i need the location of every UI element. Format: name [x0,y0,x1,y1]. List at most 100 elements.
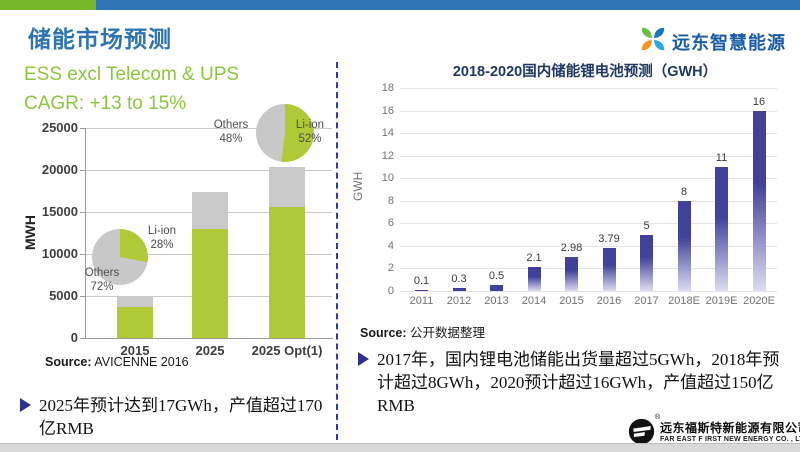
x-category-label: 2014 [521,295,547,307]
y-gridline [85,128,332,129]
y-gridline [400,155,777,157]
bar-value-label: 3.79 [598,233,620,246]
y-tick-label: 0 [70,330,78,345]
left-source-label: Source: [45,355,92,369]
brand-logo: 远东智慧能源 [638,24,786,59]
value-bar [640,234,653,291]
y-axis [85,128,86,339]
y-gridline [400,223,777,225]
y-tick-label: 8 [387,194,394,207]
bar-value-label: 5 [643,219,650,232]
value-bar [565,257,578,291]
company-name-en: FAR EAST F IRST NEW ENERGY CO. , LTD [660,436,800,443]
y-tick-label: 5000 [49,288,78,303]
value-bar [527,267,541,291]
footer-strip [0,443,800,452]
page-title: 储能市场预测 [28,26,172,52]
bar-value-label: 2.98 [560,242,583,255]
x-category-label: 2012 [446,295,472,307]
x-category-label: 2020E [743,295,775,307]
y-tick-label: 10 [381,172,394,185]
pinwheel-icon [638,24,668,59]
y-axis-title: MWH [22,215,38,251]
bar-value-label: 0.3 [451,272,467,285]
y-tick-label: 10000 [41,246,78,261]
bar-segment-liion [117,306,153,338]
header-accent-green [0,0,96,10]
y-tick-label: 14 [381,127,394,140]
y-tick-label: 18 [381,82,394,94]
pie-slice-label: Li-ion 52% [295,119,325,145]
y-tick-label: 12 [381,149,394,162]
left-bullet: 2025年预计达到17GWh，产值超过170亿RMB [20,394,326,440]
y-gridline [400,245,777,247]
bar-value-label: 0.1 [413,274,430,287]
y-gridline [400,291,777,292]
value-bar [602,248,616,291]
right-source-label: Source: [360,326,407,340]
left-heading-line2: CAGR: +13 to 15% [24,93,187,114]
y-tick-mark [80,212,85,213]
bullet-arrow-icon [358,352,369,366]
x-category-label: 2011 [409,295,434,307]
y-tick-mark [80,170,85,171]
y-tick-label: 0 [387,285,394,297]
y-tick-label: 6 [387,217,394,230]
panel-divider [336,62,338,440]
header-accent-blue [96,0,800,10]
bar-value-label: 0.5 [488,270,505,283]
right-chart-title: 2018-2020国内储能锂电池预测（GWH） [452,64,718,80]
bar-value-label: 2.1 [526,252,542,265]
value-bar [752,110,766,291]
y-tick-label: 16 [381,104,394,117]
bar-segment-others [269,167,305,207]
right-source-text: 公开数据整理 [410,326,486,340]
value-bar [677,200,691,291]
company-emblem-icon: ® [628,414,660,450]
left-source-text: AVICENNE 2016 [94,355,189,369]
pie-slice-label: Others 72% [84,267,120,293]
value-bar [452,287,466,291]
value-bar [715,166,728,291]
x-category-label: 2018E [668,295,700,307]
y-tick-mark [80,254,85,255]
x-category-label: 2015 [559,295,584,307]
bar-segment-others [192,191,228,229]
pie-chart [92,229,148,285]
y-tick-mark [80,128,85,129]
ess-stacked-bar-chart: 0 5000 10000 15000 20000 25000 MWH 2015 2025 2025… [20,100,336,370]
gwh-forecast-bar-chart: 0 2 4 6 8 10 12 14 16 18 GWH 0.1 2011 0.3 2012 0.5 2013 2… [350,80,795,320]
y-gridline [400,133,777,135]
y-gridline [400,268,777,270]
right-source: Source: 公开数据整理 [360,322,485,341]
bar-segment-liion [269,206,305,338]
left-heading-line1: ESS excl Telecom & UPS [24,64,240,85]
bar-value-label: 16 [752,95,766,108]
brand-name: 远东智慧能源 [672,32,786,53]
x-category-label: 2025 Opt(1) [251,343,323,358]
registered-mark: ® [655,414,661,421]
x-category-label: 2019E [705,295,738,307]
y-axis-title: GWH [351,171,365,201]
left-chart-heading: ESS excl Telecom & UPS CAGR: +13 to 15% [24,60,239,118]
y-gridline [85,170,332,171]
value-bar [490,285,503,291]
y-tick-mark [80,296,85,297]
bar-value-label: 8 [680,185,688,198]
y-tick-label: 20000 [41,162,78,177]
x-category-label: 2016 [596,295,622,307]
pie-chart [256,104,314,162]
header-accent-bar [0,0,800,10]
pie-slice-label: Li-ion 28% [147,225,177,251]
company-logo: ® 远东福斯特新能源有限公司 FAR EAST F IRST NEW ENERG… [628,414,800,450]
x-axis [81,338,333,339]
y-gridline [400,88,777,89]
y-tick-label: 2 [387,262,394,275]
y-gridline [400,178,777,180]
y-tick-label: 15000 [41,204,78,219]
bullet-arrow-icon [20,398,31,412]
y-gridline [400,200,777,202]
bar-value-label: 11 [715,151,728,164]
left-source: Source: AVICENNE 2016 [45,355,189,369]
x-category-label: 2025 [195,343,225,358]
